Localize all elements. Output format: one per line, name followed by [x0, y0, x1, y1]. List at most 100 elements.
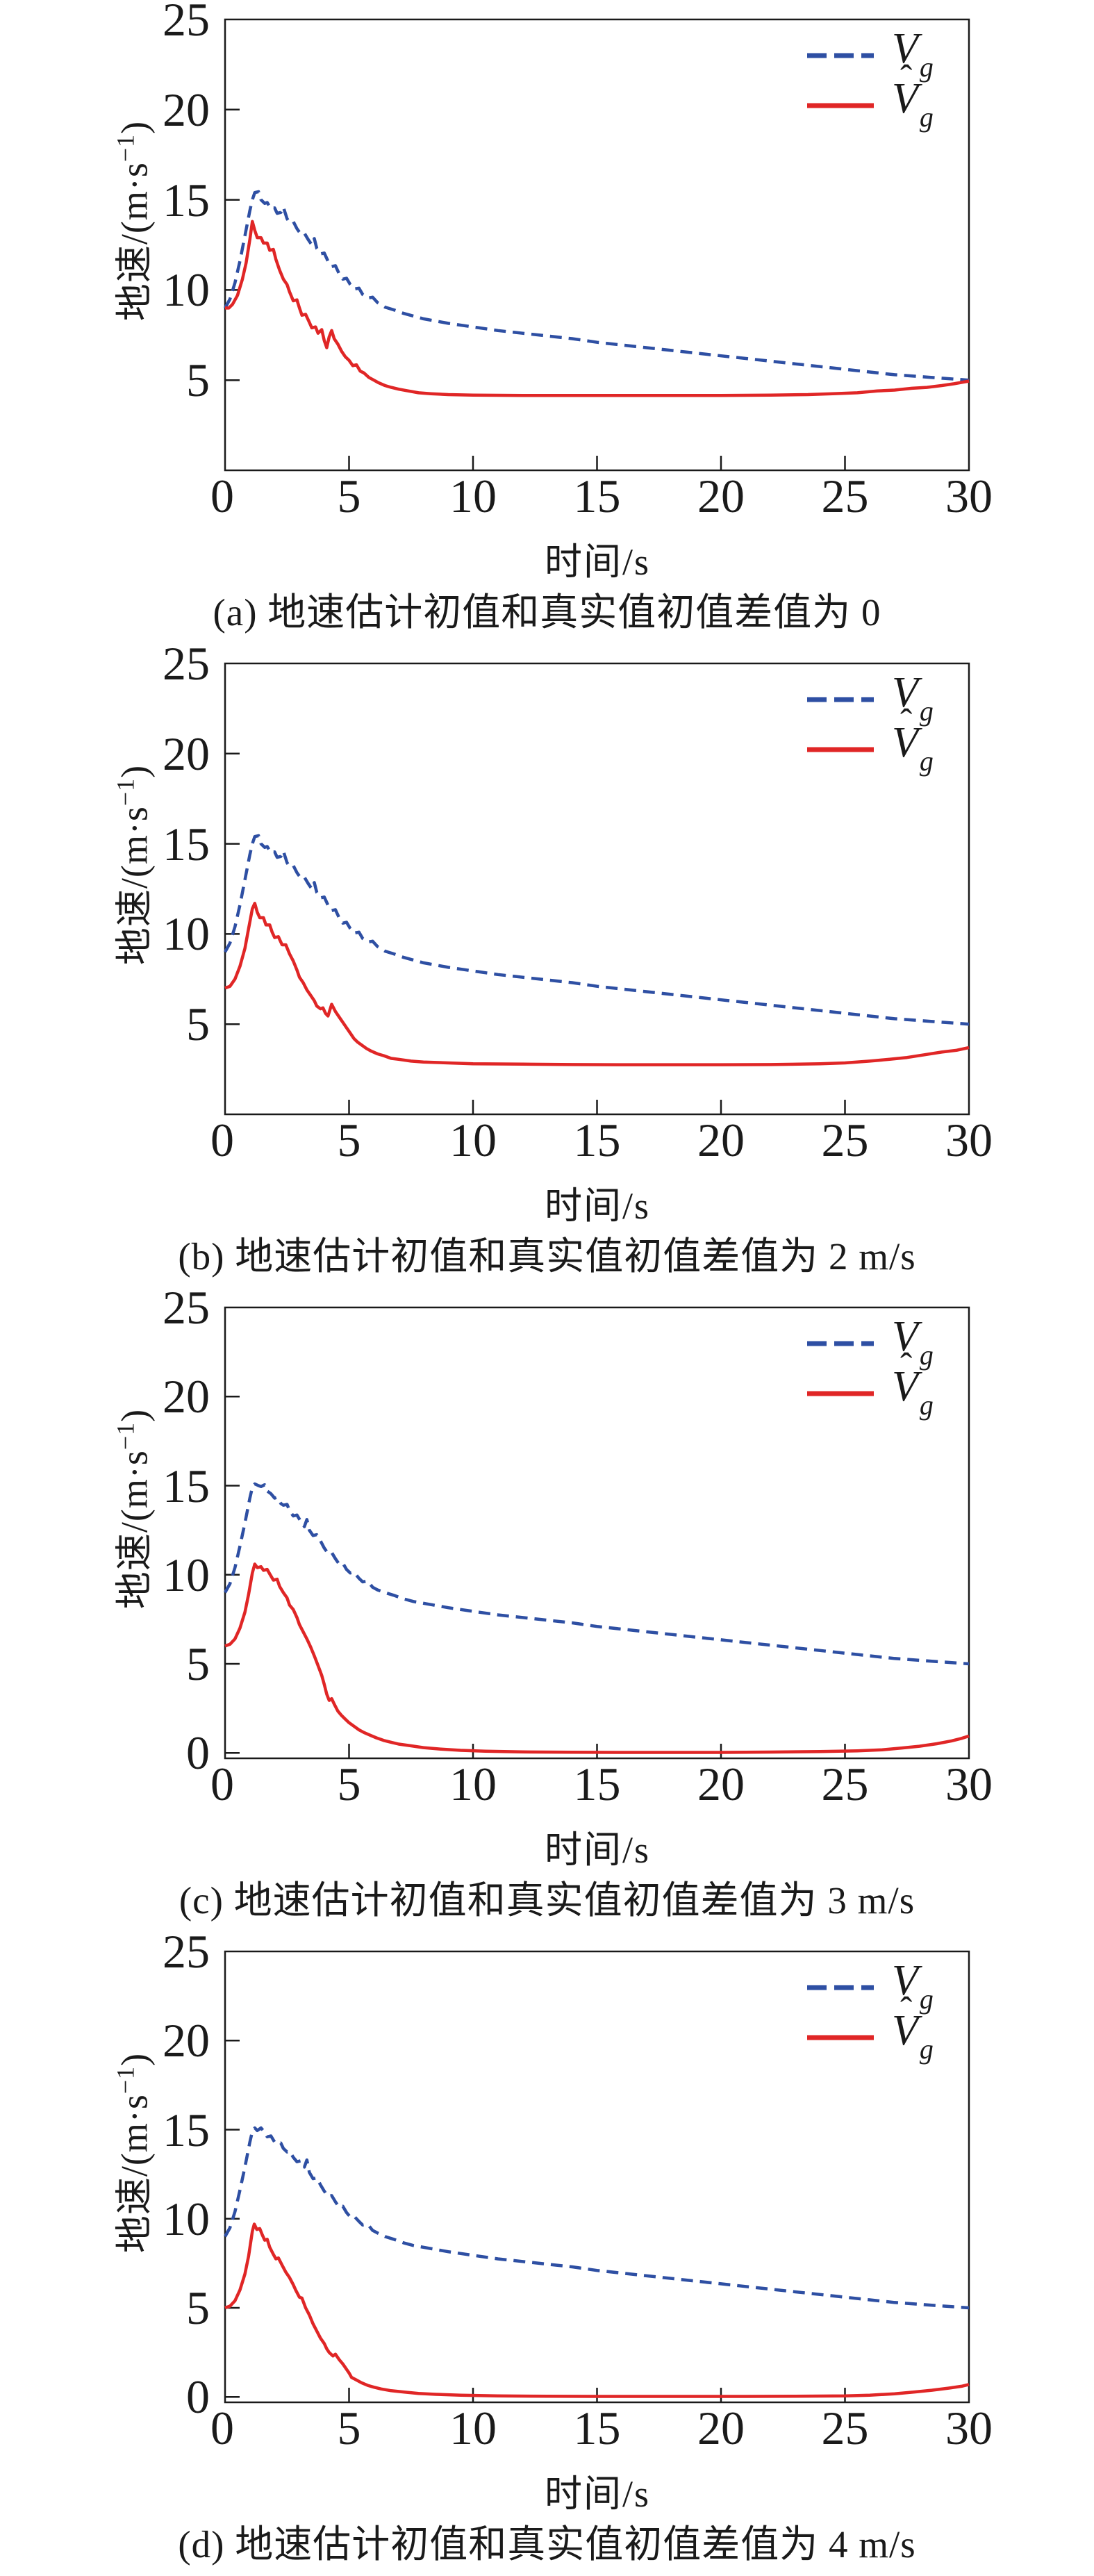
y-tick-label: 20 — [163, 727, 210, 780]
legend: Vg ˆ Vg — [806, 1957, 934, 2063]
y-tick-label: 0 — [186, 2370, 210, 2424]
y-tick-label: 25 — [163, 1925, 210, 1978]
chart-block-b: 地速/(m·s−1) 时间/s (b) 地速估计初值和真实值初值差值为 2 m/… — [0, 638, 1094, 1288]
x-tick-label: 30 — [945, 1758, 993, 1810]
y-tick-label: 10 — [163, 907, 210, 961]
estimated-groundspeed-curve — [224, 2222, 970, 2398]
y-axis-title-superscript: −1 — [111, 133, 140, 163]
legend: Vg ˆ Vg — [806, 1315, 934, 1421]
estimated-groundspeed-curve — [224, 1562, 970, 1754]
x-tick-label: 30 — [945, 2402, 993, 2454]
estimated-groundspeed-curve — [224, 902, 970, 1066]
x-tick-label: 5 — [337, 2402, 361, 2454]
x-tick-label: 10 — [449, 1114, 497, 1166]
x-tick-label: 20 — [697, 1758, 745, 1810]
true-groundspeed-curve — [224, 190, 970, 382]
legend: Vg ˆ Vg — [806, 669, 934, 775]
y-tick-label: 5 — [186, 1637, 210, 1691]
dashed-line-swatch — [807, 697, 874, 702]
y-tick-label: 0 — [186, 1726, 210, 1780]
y-axis-title-superscript: −1 — [111, 1421, 140, 1451]
plot-canvas — [224, 1950, 970, 2404]
y-tick-label: 10 — [163, 263, 210, 317]
legend-label-true: Vg — [892, 1957, 934, 2015]
chart-block-d: 地速/(m·s−1) 时间/s (d) 地速估计初值和真实值初值差值为 4 m/… — [0, 1926, 1094, 2576]
legend-label-estimate: ˆ Vg — [892, 1346, 934, 1421]
x-axis-title: 时间/s — [544, 1185, 651, 1227]
chart-caption: (d) 地速估计初值和真实值初值差值为 4 m/s — [178, 2523, 916, 2566]
x-tick-label: 25 — [821, 1758, 869, 1810]
legend-row-true: Vg — [806, 1315, 934, 1369]
hat-accent: ˆ — [900, 1990, 913, 2030]
dashed-line-swatch — [807, 53, 874, 58]
y-tick-label: 20 — [163, 83, 210, 136]
y-tick-label: 10 — [163, 2192, 210, 2245]
y-tick-label: 25 — [163, 1281, 210, 1334]
hat-accent: ˆ — [900, 1346, 913, 1386]
y-tick-label: 20 — [163, 2014, 210, 2067]
x-tick-label: 0 — [210, 1758, 234, 1810]
y-tick-label: 25 — [163, 637, 210, 690]
y-axis-title-superscript: −1 — [111, 2065, 140, 2095]
chart-caption: (a) 地速估计初值和真实值初值差值为 0 — [213, 591, 881, 634]
legend: Vg ˆ Vg — [806, 25, 934, 133]
x-tick-label: 20 — [697, 470, 745, 522]
solid-line-swatch — [807, 1391, 874, 1396]
x-tick-label: 10 — [449, 2402, 497, 2454]
y-tick-label: 5 — [186, 2281, 210, 2335]
legend-row-true: Vg — [806, 25, 934, 83]
x-tick-label: 15 — [573, 1114, 621, 1166]
solid-line-swatch — [807, 103, 874, 108]
chart-block-a: 地速/(m·s−1) 时间/s (a) 地速估计初值和真实值初值差值为 0 Vg… — [0, 0, 1094, 644]
y-tick-label: 25 — [163, 0, 210, 46]
legend-label-true: Vg — [892, 669, 934, 727]
y-tick-label: 20 — [163, 1370, 210, 1423]
x-tick-label: 0 — [210, 1114, 234, 1166]
legend-row-true: Vg — [806, 1957, 934, 2015]
plot-canvas — [224, 662, 970, 1116]
true-groundspeed-curve — [224, 2126, 970, 2310]
hat-accent: ˆ — [900, 58, 913, 98]
x-tick-label: 15 — [573, 2402, 621, 2454]
dashed-line-swatch — [807, 1341, 874, 1346]
hat-accent: ˆ — [900, 702, 913, 742]
x-tick-label: 30 — [945, 1114, 993, 1166]
legend-row-estimate: ˆ Vg — [806, 704, 934, 775]
legend-row-true: Vg — [806, 669, 934, 727]
x-axis-title: 时间/s — [544, 2473, 651, 2515]
y-axis-title-superscript: −1 — [111, 777, 140, 807]
x-tick-label: 20 — [697, 1114, 745, 1166]
x-tick-label: 0 — [210, 2402, 234, 2454]
legend-label-true: Vg — [892, 25, 934, 83]
x-tick-label: 25 — [821, 470, 869, 522]
estimated-groundspeed-curve — [225, 220, 970, 397]
x-tick-label: 5 — [337, 1114, 361, 1166]
dashed-line-swatch — [807, 1985, 874, 1990]
y-tick-label: 10 — [163, 1548, 210, 1601]
plot-canvas — [224, 1306, 970, 1760]
legend-label-estimate: ˆ Vg — [892, 58, 934, 133]
x-tick-label: 15 — [573, 470, 621, 522]
true-groundspeed-curve — [224, 1482, 970, 1666]
x-tick-label: 30 — [945, 470, 993, 522]
x-tick-label: 0 — [210, 470, 234, 522]
x-tick-label: 15 — [573, 1758, 621, 1810]
chart-caption: (b) 地速估计初值和真实值初值差值为 2 m/s — [178, 1235, 916, 1278]
y-tick-label: 15 — [163, 1459, 210, 1512]
x-tick-label: 5 — [337, 1758, 361, 1810]
y-tick-label: 15 — [163, 173, 210, 226]
x-tick-label: 10 — [449, 1758, 497, 1810]
x-tick-label: 25 — [821, 1114, 869, 1166]
legend-row-estimate: ˆ Vg — [806, 58, 934, 133]
x-axis-title: 时间/s — [544, 541, 651, 583]
legend-row-estimate: ˆ Vg — [806, 1346, 934, 1421]
solid-line-swatch — [807, 747, 874, 752]
x-tick-label: 20 — [697, 2402, 745, 2454]
x-tick-label: 25 — [821, 2402, 869, 2454]
y-tick-label: 5 — [186, 354, 210, 407]
chart-block-c: 地速/(m·s−1) 时间/s (c) 地速估计初值和真实值初值差值为 3 m/… — [0, 1282, 1094, 1932]
solid-line-swatch — [807, 2035, 874, 2040]
y-tick-label: 15 — [163, 817, 210, 870]
chart-caption: (c) 地速估计初值和真实值初值差值为 3 m/s — [179, 1879, 915, 1922]
